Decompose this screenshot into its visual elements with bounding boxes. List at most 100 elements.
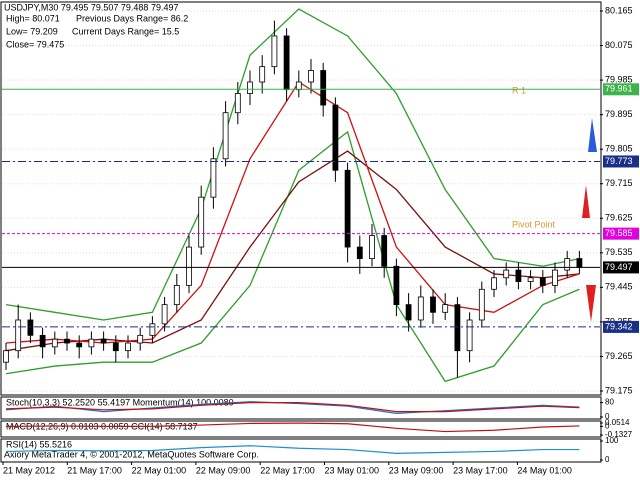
candle-body (15, 319, 22, 352)
y-tick-label: 80.165 (605, 5, 633, 15)
candle-body (222, 112, 229, 160)
candle-body (198, 196, 205, 248)
stoch-frame (0, 396, 602, 420)
y-tick-label: 79.985 (605, 74, 633, 84)
indicator-label: RSI(14) 55.5216 (6, 439, 72, 449)
x-tick-label: 22 May 17:00 (260, 465, 315, 475)
indicator-line (5, 445, 580, 454)
indicator-line (5, 402, 580, 413)
x-tick-label: 22 May 01:00 (132, 465, 187, 475)
candle-body (259, 66, 266, 83)
candle-body (100, 338, 107, 344)
y-tick-label: 0.0514 (605, 418, 630, 427)
candle-body (210, 158, 217, 198)
candle-body (369, 235, 375, 259)
macd-frame (0, 420, 602, 438)
indicator-line (5, 130, 580, 383)
candle-body (283, 35, 290, 91)
indicator-line (5, 401, 580, 415)
rsi-frame (0, 438, 602, 463)
level-tag (603, 155, 639, 168)
candle-body (466, 319, 473, 352)
candle-body (430, 296, 436, 313)
candle-body (442, 304, 449, 313)
candle-body (88, 338, 95, 348)
marks (2, 8, 600, 392)
candle-body (173, 285, 180, 306)
candle-body (552, 269, 558, 286)
y-tick-label: 79.175 (605, 385, 633, 395)
y-tick-label: 100 (605, 436, 619, 445)
y-tick-label: 79.895 (605, 109, 633, 119)
candle-body (137, 334, 144, 344)
indicator-line (5, 8, 580, 321)
info: Low= 79.209 (6, 26, 58, 36)
indicator-label: Stoch(10,3,3) 52.2520 55.4197 Momentum(1… (6, 397, 234, 407)
candle-body (308, 70, 314, 83)
level-tag (603, 83, 639, 96)
symbol-title: USDJPY,M30 79.495 79.507 79.488 79.497 (4, 2, 178, 12)
level-tag (603, 227, 639, 240)
candle-body (161, 304, 168, 325)
candle-body (271, 35, 278, 68)
main-frame (0, 1, 602, 396)
candle-body (356, 246, 363, 259)
down-arrow (586, 285, 596, 322)
y-tick-label: 79.535 (605, 247, 633, 257)
x-tick-label: 23 May 17:00 (453, 465, 508, 475)
x-tick-label: 24 May 01:00 (517, 465, 572, 475)
level-tag (603, 261, 639, 274)
candle-body (564, 258, 571, 271)
candle-body (381, 235, 388, 267)
candle-body (344, 169, 351, 248)
x-tick-label: 23 May 01:00 (325, 465, 380, 475)
info: Current Days Range= 15.5 (72, 26, 179, 36)
y-tick-label: 0 (605, 412, 610, 421)
candle-body (186, 246, 192, 286)
candle-body (405, 304, 412, 321)
footer: Axiory MetaTrader 4, © 2001-2012, MetaQu… (4, 449, 259, 459)
y-tick-label: 0 (605, 421, 610, 430)
y-tick-label: 80 (605, 398, 614, 407)
candle-body (478, 288, 485, 321)
level-label: 79.342 (605, 321, 633, 331)
candle-body (515, 269, 522, 283)
level-label: 79.585 (605, 228, 633, 238)
indicator-line (5, 422, 580, 433)
candle-body (234, 93, 241, 114)
candle-body (295, 81, 302, 91)
candle-body (393, 265, 400, 306)
x-tick-label: 22 May 09:00 (196, 465, 251, 475)
candle-body (491, 277, 497, 290)
candle-body (417, 296, 424, 321)
level-label: 79.497 (605, 262, 633, 272)
candle-body (27, 319, 34, 336)
y-tick-label: 79.805 (605, 144, 633, 154)
candle-body (76, 342, 83, 348)
candle-body (576, 258, 583, 268)
candle-body (332, 104, 339, 171)
up-arrow-red (582, 185, 590, 218)
level-label: 79.773 (605, 156, 633, 166)
candle-body (527, 277, 534, 283)
y-tick-label: 80.075 (605, 40, 633, 50)
candle-body (247, 81, 253, 94)
candle-body (3, 350, 9, 363)
y-tick-label: 79.445 (605, 282, 633, 292)
y-tick-label: 79.625 (605, 213, 633, 223)
candle-body (503, 269, 510, 279)
candle-body (320, 70, 327, 106)
info: High= 80.071 (6, 13, 60, 23)
candle-body (125, 342, 131, 352)
candle-body (64, 338, 70, 344)
y-tick-label: 0 (605, 455, 610, 464)
y-tick-label: -0.1327 (605, 430, 633, 439)
candle-body (149, 323, 156, 336)
x-tick-label: 21 May 2012 (3, 465, 55, 475)
x-tick-label: 21 May 17:00 (67, 465, 122, 475)
candle-body (454, 304, 461, 352)
x-tick-label: 23 May 09:00 (389, 465, 444, 475)
candle-body (39, 334, 46, 348)
